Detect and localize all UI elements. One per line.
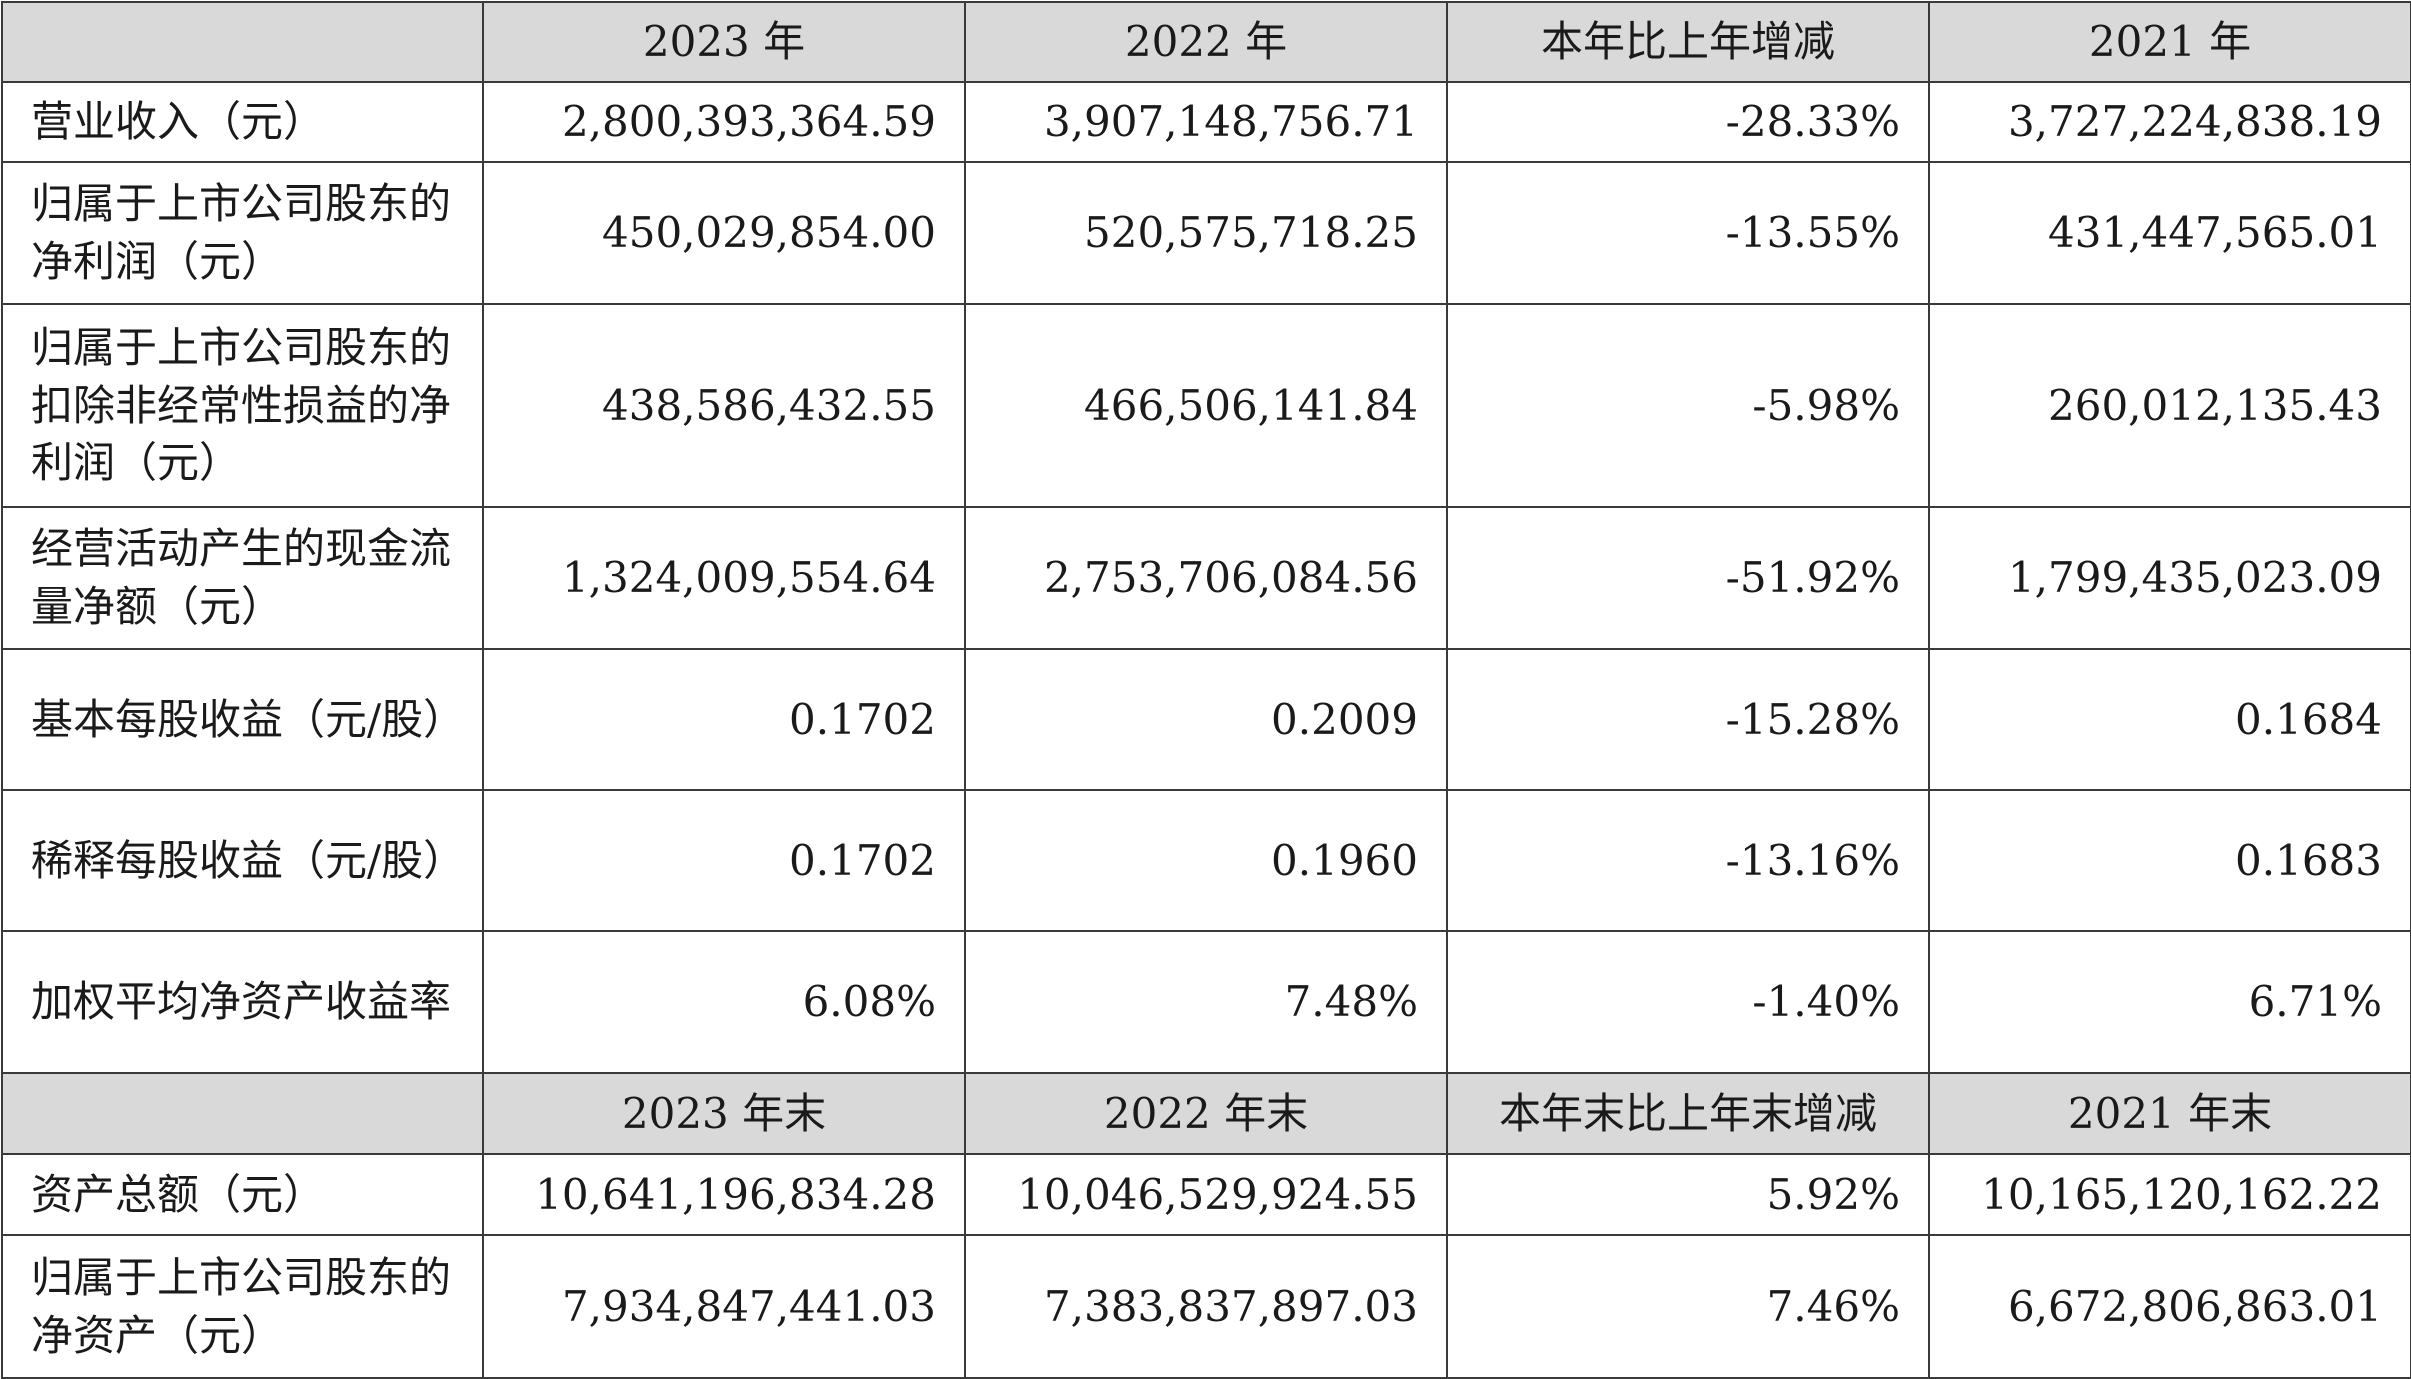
- header-cell-2021-end: 2021 年末: [1928, 1072, 2411, 1155]
- value-cell: 7,383,837,897.03: [964, 1234, 1448, 1379]
- value-cell: 450,029,854.00: [482, 161, 966, 305]
- value-cell: 10,165,120,162.22: [1928, 1153, 2411, 1236]
- change-cell: -5.98%: [1446, 303, 1930, 508]
- value-cell: 2,800,393,364.59: [482, 81, 966, 163]
- header-cell-change-end: 本年末比上年末增减: [1446, 1072, 1930, 1155]
- row-label: 归属于上市公司股东的净利润（元）: [1, 161, 484, 305]
- value-cell: 520,575,718.25: [964, 161, 1448, 305]
- value-cell: 0.2009: [964, 648, 1448, 791]
- value-cell: 0.1702: [482, 648, 966, 791]
- change-cell: -1.40%: [1446, 930, 1930, 1074]
- header-cell-2022: 2022 年: [964, 1, 1448, 83]
- header-corner-cell: [1, 1072, 484, 1155]
- row-label: 归属于上市公司股东的扣除非经常性损益的净利润（元）: [1, 303, 484, 508]
- value-cell: 3,727,224,838.19: [1928, 81, 2411, 163]
- table-row: 稀释每股收益（元/股） 0.1702 0.1960 -13.16% 0.1683: [1, 789, 2411, 932]
- row-label: 归属于上市公司股东的净资产（元）: [1, 1234, 484, 1379]
- value-cell: 6.71%: [1928, 930, 2411, 1074]
- table-row: 加权平均净资产收益率 6.08% 7.48% -1.40% 6.71%: [1, 930, 2411, 1074]
- value-cell: 260,012,135.43: [1928, 303, 2411, 508]
- header-cell-2022-end: 2022 年末: [964, 1072, 1448, 1155]
- value-cell: 431,447,565.01: [1928, 161, 2411, 305]
- value-cell: 2,753,706,084.56: [964, 506, 1448, 650]
- row-label: 基本每股收益（元/股）: [1, 648, 484, 791]
- table-row: 归属于上市公司股东的净资产（元） 7,934,847,441.03 7,383,…: [1, 1234, 2411, 1379]
- row-label: 加权平均净资产收益率: [1, 930, 484, 1074]
- value-cell: 10,046,529,924.55: [964, 1153, 1448, 1236]
- value-cell: 6.08%: [482, 930, 966, 1074]
- table-row: 归属于上市公司股东的净利润（元） 450,029,854.00 520,575,…: [1, 161, 2411, 305]
- table-row: 经营活动产生的现金流量净额（元） 1,324,009,554.64 2,753,…: [1, 506, 2411, 650]
- row-label: 资产总额（元）: [1, 1153, 484, 1236]
- change-cell: -51.92%: [1446, 506, 1930, 650]
- value-cell: 0.1702: [482, 789, 966, 932]
- row-label: 营业收入（元）: [1, 81, 484, 163]
- header-cell-2023: 2023 年: [482, 1, 966, 83]
- header-cell-2023-end: 2023 年末: [482, 1072, 966, 1155]
- change-cell: 5.92%: [1446, 1153, 1930, 1236]
- row-label: 经营活动产生的现金流量净额（元）: [1, 506, 484, 650]
- value-cell: 7.48%: [964, 930, 1448, 1074]
- value-cell: 3,907,148,756.71: [964, 81, 1448, 163]
- table-row: 归属于上市公司股东的扣除非经常性损益的净利润（元） 438,586,432.55…: [1, 303, 2411, 508]
- header-corner-cell: [1, 1, 484, 83]
- value-cell: 0.1960: [964, 789, 1448, 932]
- value-cell: 466,506,141.84: [964, 303, 1448, 508]
- value-cell: 0.1684: [1928, 648, 2411, 791]
- value-cell: 438,586,432.55: [482, 303, 966, 508]
- row-label: 稀释每股收益（元/股）: [1, 789, 484, 932]
- value-cell: 1,799,435,023.09: [1928, 506, 2411, 650]
- header-row-year-end: 2023 年末 2022 年末 本年末比上年末增减 2021 年末: [1, 1072, 2411, 1155]
- change-cell: -15.28%: [1446, 648, 1930, 791]
- header-cell-2021: 2021 年: [1928, 1, 2411, 83]
- change-cell: -28.33%: [1446, 81, 1930, 163]
- change-cell: -13.16%: [1446, 789, 1930, 932]
- table-row: 基本每股收益（元/股） 0.1702 0.2009 -15.28% 0.1684: [1, 648, 2411, 791]
- value-cell: 7,934,847,441.03: [482, 1234, 966, 1379]
- table-row: 资产总额（元） 10,641,196,834.28 10,046,529,924…: [1, 1153, 2411, 1236]
- change-cell: 7.46%: [1446, 1234, 1930, 1379]
- value-cell: 6,672,806,863.01: [1928, 1234, 2411, 1379]
- header-row-annual: 2023 年 2022 年 本年比上年增减 2021 年: [1, 1, 2411, 83]
- value-cell: 0.1683: [1928, 789, 2411, 932]
- value-cell: 1,324,009,554.64: [482, 506, 966, 650]
- value-cell: 10,641,196,834.28: [482, 1153, 966, 1236]
- header-cell-change: 本年比上年增减: [1446, 1, 1930, 83]
- table-row: 营业收入（元） 2,800,393,364.59 3,907,148,756.7…: [1, 81, 2411, 163]
- change-cell: -13.55%: [1446, 161, 1930, 305]
